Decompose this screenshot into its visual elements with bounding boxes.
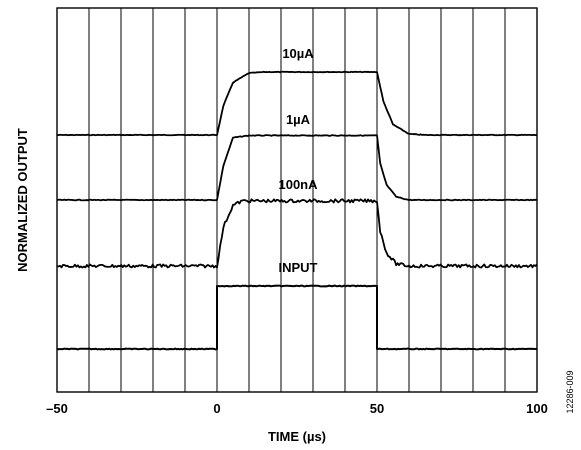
series-line — [56, 198, 538, 269]
series-label: 10µA — [282, 46, 314, 61]
series-labels: 10µA 1µA 100nA INPUT — [278, 46, 318, 275]
series-lines — [56, 70, 538, 351]
x-tick-label: 100 — [526, 401, 548, 416]
x-tick-labels: –50 0 50 100 — [46, 401, 548, 416]
series-line — [56, 70, 538, 137]
series-label: 1µA — [286, 112, 311, 127]
x-tick-label: 50 — [370, 401, 384, 416]
series-line — [56, 134, 538, 202]
series-line — [56, 284, 538, 351]
y-axis-label: NORMALIZED OUTPUT — [15, 128, 30, 272]
series-label: 100nA — [278, 177, 318, 192]
figure-id: 12286-009 — [565, 370, 575, 413]
x-tick-label: –50 — [46, 401, 68, 416]
series-label: INPUT — [279, 260, 318, 275]
x-tick-label: 0 — [213, 401, 220, 416]
x-axis-label: TIME (µs) — [268, 429, 326, 444]
